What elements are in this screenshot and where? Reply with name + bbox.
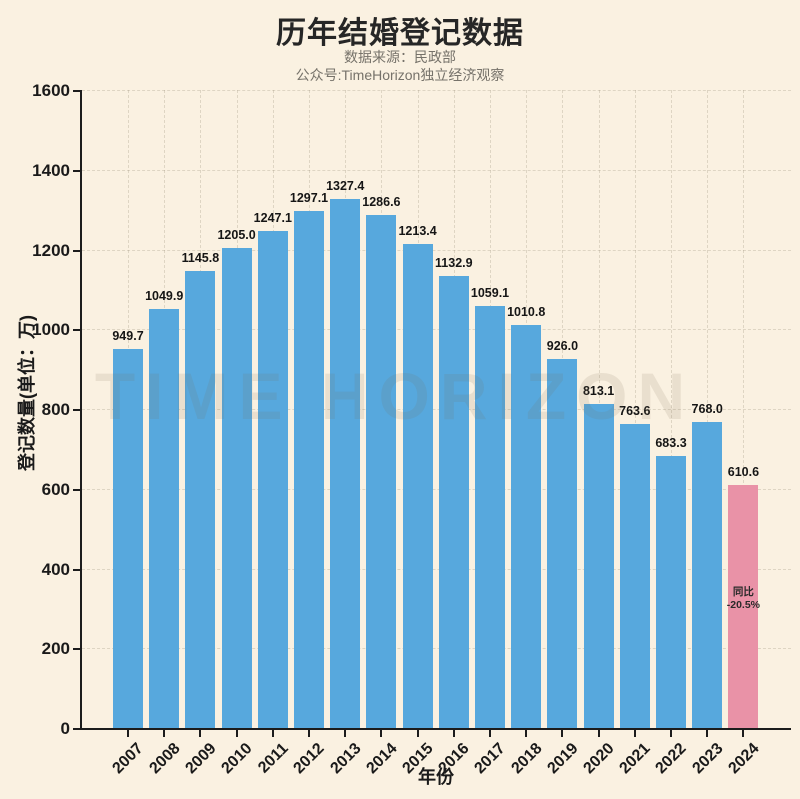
bar-2014: [366, 214, 397, 728]
chart-subtitle-channel: 公众号:TimeHorizon独立经济观察: [295, 67, 505, 83]
bar-2012: [294, 210, 324, 728]
gridline-vertical: [707, 90, 709, 728]
y-tick-mark: [73, 648, 80, 651]
bar-value-2022: 683.3: [655, 435, 687, 450]
x-tick-mark: [489, 730, 491, 737]
y-tick-label: 600: [41, 479, 70, 499]
y-axis-line: [80, 90, 82, 730]
gridline-horizontal: [82, 488, 791, 490]
x-tick-mark: [235, 730, 238, 737]
chart-title: 历年结婚登记数据: [276, 17, 524, 50]
bar-value-2017: 1059.1: [470, 285, 510, 300]
x-axis-line: [80, 728, 791, 730]
x-tick-mark: [380, 730, 383, 737]
bar-value-2023: 768.0: [691, 401, 723, 416]
yoy-change-annotation: 同比 -20.5%: [727, 586, 760, 612]
y-tick-mark: [73, 568, 80, 571]
y-tick-label: 0: [60, 719, 70, 738]
x-tick-mark: [633, 730, 636, 737]
y-tick-mark: [73, 90, 80, 92]
x-tick-mark: [199, 730, 202, 737]
bar-2008: [149, 309, 180, 728]
gridline-horizontal: [82, 249, 791, 251]
bar-2013: [330, 198, 361, 728]
gridline-horizontal: [82, 648, 791, 650]
bar-value-2024: 610.6: [727, 464, 760, 479]
bar-2016: [438, 276, 469, 728]
bar-value-2008: 1049.9: [145, 289, 184, 304]
bar-2010: [221, 247, 252, 728]
bar-2007: [113, 349, 143, 728]
x-tick-mark: [561, 730, 564, 737]
gridline-horizontal: [82, 169, 791, 171]
bar-value-2010: 1205.0: [217, 227, 256, 242]
bar-value-2013: 1327.4: [326, 178, 365, 193]
gridline-vertical: [671, 90, 672, 728]
bar-2009: [185, 271, 216, 728]
y-tick-label: 1600: [32, 81, 70, 100]
x-tick-mark: [127, 730, 129, 737]
x-tick-mark: [308, 730, 310, 737]
bar-value-2021: 763.6: [619, 403, 651, 418]
y-tick-label: 1200: [32, 240, 70, 260]
y-tick-label: 1000: [32, 320, 70, 340]
y-tick-mark: [73, 488, 80, 491]
y-tick-mark: [73, 169, 80, 172]
x-tick-mark: [597, 730, 600, 737]
bar-value-2019: 926.0: [546, 338, 579, 353]
gridline-horizontal: [82, 568, 791, 570]
bar-value-2018: 1010.8: [507, 304, 546, 319]
x-axis-title: 年份: [418, 767, 454, 787]
bar-2023: [692, 421, 723, 728]
y-tick-label: 1400: [32, 160, 70, 180]
y-axis-title: 登记数量(单位：万): [17, 315, 37, 471]
gridline-horizontal: [82, 90, 791, 91]
y-tick-label: 800: [41, 400, 70, 419]
x-tick-mark: [706, 730, 709, 737]
bar-2020: [583, 403, 614, 728]
y-tick-mark: [73, 329, 80, 332]
bar-value-2011: 1247.1: [253, 210, 292, 225]
bar-2019: [547, 358, 578, 728]
x-tick-mark: [344, 730, 347, 737]
bar-2011: [257, 230, 288, 728]
gridline-horizontal: [82, 409, 791, 410]
y-tick-mark: [73, 249, 80, 252]
bar-value-2012: 1297.1: [289, 190, 329, 205]
gridline-vertical: [634, 90, 636, 728]
bar-2021: [619, 423, 650, 728]
x-tick-mark: [742, 730, 745, 737]
x-tick-mark: [163, 730, 166, 737]
yoy-annotation-value: -20.5%: [726, 599, 761, 611]
x-tick-mark: [416, 730, 419, 737]
bar-2015: [402, 244, 433, 728]
bar-value-2016: 1132.9: [435, 256, 473, 271]
gridline-vertical: [743, 90, 745, 728]
x-tick-mark: [452, 730, 455, 737]
x-tick-mark: [271, 730, 274, 737]
bar-value-2009: 1145.8: [181, 251, 220, 266]
bar-2018: [511, 324, 542, 728]
bar-value-2020: 813.1: [582, 383, 615, 398]
bar-2017: [475, 305, 505, 728]
yoy-annotation-label: 同比: [732, 586, 754, 598]
bar-value-2015: 1213.4: [398, 224, 437, 239]
y-tick-label: 400: [41, 559, 70, 579]
y-tick-mark: [73, 409, 80, 411]
y-tick-label: 200: [41, 639, 70, 659]
bar-value-2014: 1286.6: [362, 194, 401, 209]
chart-subtitle-source: 数据来源：民政部: [344, 49, 456, 65]
y-tick-mark: [73, 728, 80, 730]
x-tick-mark: [670, 730, 672, 737]
bar-value-2007: 949.7: [112, 329, 144, 344]
x-tick-mark: [525, 730, 528, 737]
bar-2024: [728, 484, 759, 728]
bar-2022: [656, 455, 686, 728]
gridline-horizontal: [82, 329, 791, 331]
